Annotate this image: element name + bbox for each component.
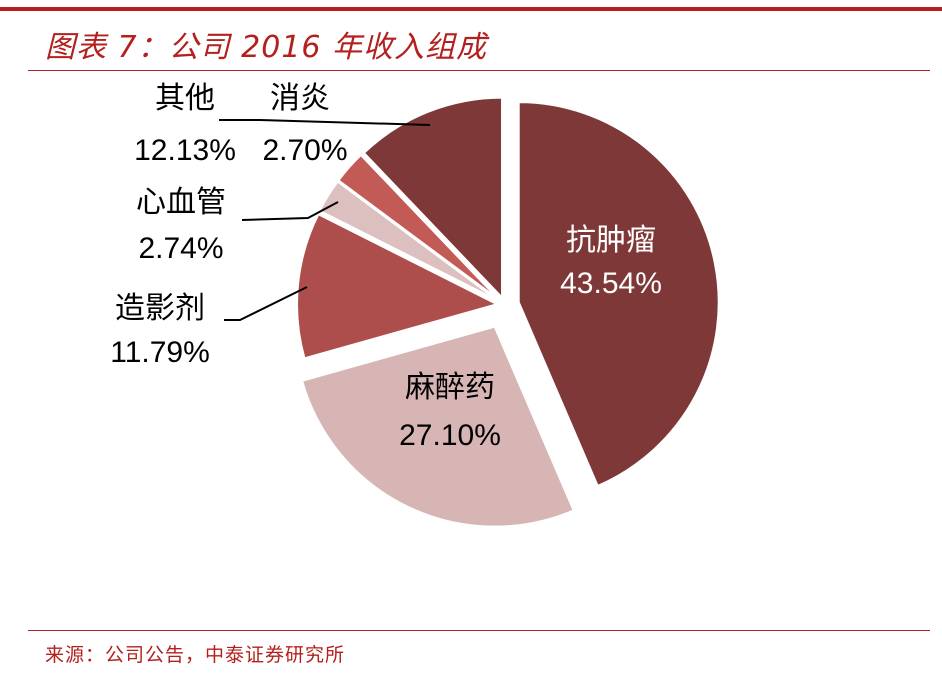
- slice-name-label-3: 心血管: [136, 186, 226, 219]
- pie-slice-2: [296, 212, 500, 360]
- slice-value-label-4: 2.70%: [262, 134, 347, 167]
- slice-value-label-1: 27.10%: [399, 419, 501, 452]
- slice-value-label-2: 11.79%: [110, 336, 210, 369]
- pie-slice-0: [517, 101, 720, 488]
- slice-name-label-4: 消炎: [270, 82, 330, 115]
- leader-line-5: [219, 119, 431, 126]
- pie-chart: 抗肿瘤 43.54% 麻醉药 27.10% 造影剂 11.79% 心血管 2.74% 消炎 2.7…: [110, 82, 720, 528]
- leader-line-2: [224, 286, 308, 321]
- source-note: 来源：公司公告，中泰证券研究所: [45, 644, 346, 666]
- page-title: 图表 7：公司 2016 年收入组成: [45, 30, 488, 65]
- slice-name-label-5: 其他: [155, 82, 215, 115]
- pie-slice-1: [300, 325, 575, 528]
- slice-name-label-1: 麻醉药: [405, 371, 495, 404]
- leader-line-3: [241, 201, 339, 221]
- slice-name-label-0: 抗肿瘤: [566, 224, 656, 257]
- slice-name-label-2: 造影剂: [115, 292, 205, 325]
- slice-value-label-5: 12.13%: [134, 134, 236, 167]
- slice-value-label-0: 43.54%: [560, 267, 662, 300]
- pie-slice-4: [337, 153, 500, 301]
- pie-slice-5: [362, 96, 504, 301]
- slice-value-label-3: 2.74%: [138, 232, 223, 265]
- title-divider: [28, 70, 930, 71]
- source-divider: [28, 630, 930, 631]
- top-rule: [0, 7, 942, 11]
